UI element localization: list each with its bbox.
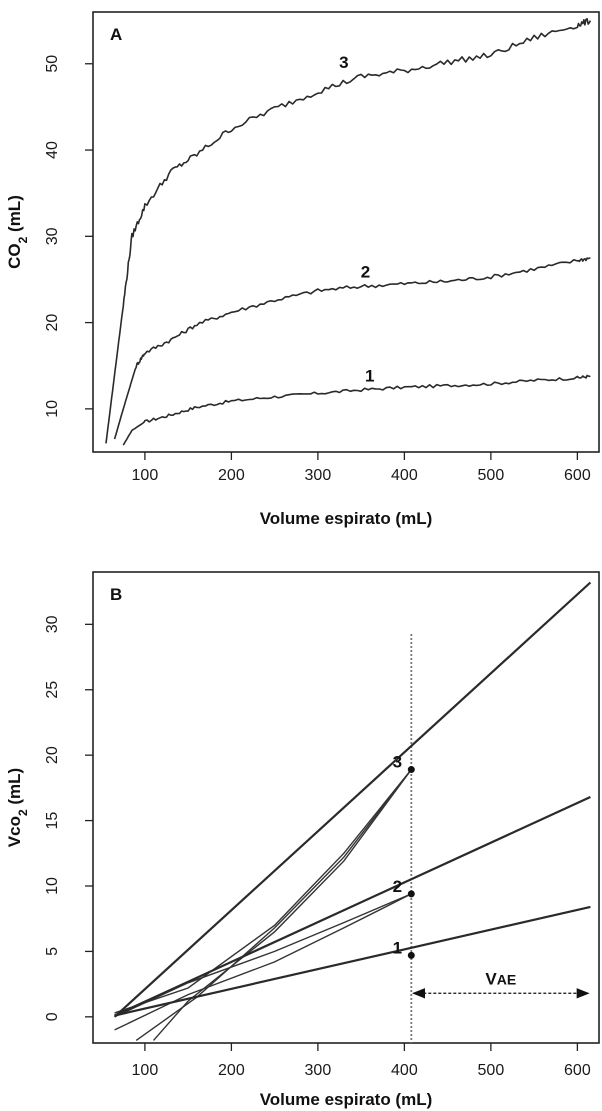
x-tick-label: 200 bbox=[218, 467, 245, 484]
y-tick-label: 5 bbox=[44, 947, 61, 956]
series-line-2 bbox=[113, 257, 591, 440]
curve-label: 3 bbox=[339, 53, 348, 72]
x-tick-label: 200 bbox=[218, 1062, 245, 1079]
x-tick-label: 500 bbox=[478, 467, 505, 484]
x-tick-label: 600 bbox=[564, 1062, 591, 1079]
panel-label: B bbox=[110, 585, 122, 604]
series-line-1 bbox=[114, 905, 591, 1017]
x-axis-label: Volume espirato (mL) bbox=[260, 1090, 433, 1109]
x-tick-label: 400 bbox=[391, 1062, 418, 1079]
intersection-point bbox=[407, 951, 415, 959]
y-tick-label: 20 bbox=[44, 314, 61, 332]
chart-panel-b: B 100 200 300 400 500 600 0 5 10 15 20 25 30 Volume es… bbox=[5, 571, 600, 1109]
point-label: 2 bbox=[393, 877, 402, 896]
curve-label: 2 bbox=[361, 263, 370, 282]
y-tick-label: 0 bbox=[44, 1012, 61, 1021]
y-tick-label: 15 bbox=[44, 812, 61, 830]
series-line-3 bbox=[105, 18, 592, 444]
x-tick-label: 300 bbox=[305, 1062, 332, 1079]
plot-frame bbox=[92, 571, 600, 1044]
panel-label: A bbox=[110, 25, 122, 44]
y-tick-label: 30 bbox=[44, 615, 61, 633]
y-tick-label: 50 bbox=[44, 55, 61, 73]
series-line-3 bbox=[113, 581, 592, 1018]
x-tick-label: 100 bbox=[132, 467, 159, 484]
fit-line-segment bbox=[114, 769, 412, 1014]
x-axis-label: Volume espirato (mL) bbox=[260, 509, 433, 528]
point-label: 3 bbox=[393, 753, 402, 772]
x-tick-label: 400 bbox=[391, 467, 418, 484]
y-tick-label: 25 bbox=[44, 681, 61, 699]
y-tick-label: 20 bbox=[44, 746, 61, 764]
x-tick-label: 300 bbox=[305, 467, 332, 484]
intersection-point bbox=[407, 766, 415, 774]
point-label: 1 bbox=[393, 938, 402, 957]
series-line-1 bbox=[122, 374, 591, 446]
x-tick-label: 600 bbox=[564, 467, 591, 484]
intersection-point bbox=[407, 890, 415, 898]
fit-line-segment bbox=[135, 769, 412, 1041]
x-tick-label: 100 bbox=[132, 1062, 159, 1079]
curve-label: 1 bbox=[365, 366, 374, 385]
chart-panel-a: A 100 200 300 400 500 600 10 20 30 40 50 Volume espi… bbox=[5, 11, 600, 528]
series-line-2 bbox=[114, 796, 591, 1017]
plot-frame bbox=[92, 11, 600, 453]
y-axis-label: CO2 (mL) bbox=[5, 195, 30, 269]
y-tick-label: 10 bbox=[44, 400, 61, 418]
y-tick-label: 30 bbox=[44, 227, 61, 245]
y-axis-label: Vco2 (mL) bbox=[5, 768, 30, 847]
y-tick-label: 40 bbox=[44, 141, 61, 159]
y-tick-label: 10 bbox=[44, 877, 61, 895]
fit-line-segment bbox=[152, 769, 412, 1041]
x-tick-label: 500 bbox=[478, 1062, 505, 1079]
fit-line-segment bbox=[114, 893, 412, 1031]
vae-label: VAE bbox=[485, 969, 516, 988]
